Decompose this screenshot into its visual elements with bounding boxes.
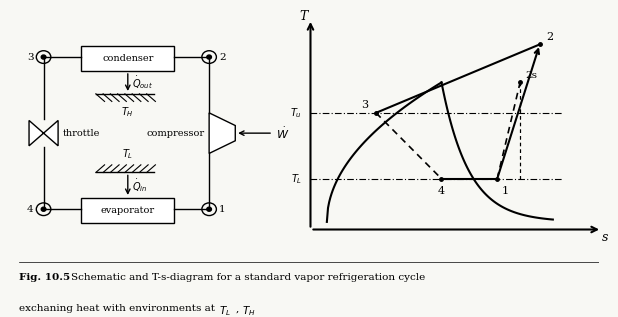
Circle shape	[207, 207, 211, 211]
Text: s: s	[602, 230, 609, 244]
FancyBboxPatch shape	[82, 198, 174, 223]
Circle shape	[41, 207, 46, 211]
Text: $T_H$: $T_H$	[242, 304, 256, 317]
Text: 3: 3	[27, 53, 34, 61]
Text: ,: ,	[236, 304, 243, 313]
Text: 1: 1	[219, 205, 226, 214]
Text: $T_L$: $T_L$	[219, 304, 231, 317]
Text: Schematic and T-s-diagram for a standard vapor refrigeration cycle: Schematic and T-s-diagram for a standard…	[71, 273, 425, 281]
Circle shape	[207, 55, 211, 59]
Text: compressor: compressor	[146, 129, 205, 138]
Text: condenser: condenser	[102, 54, 153, 63]
Text: 2: 2	[219, 53, 226, 61]
Text: Fig. 10.5: Fig. 10.5	[19, 273, 70, 281]
Text: 3: 3	[361, 100, 368, 110]
Text: $\dot{Q}_{out}$: $\dot{Q}_{out}$	[132, 74, 153, 91]
Polygon shape	[29, 120, 58, 146]
Text: 2s: 2s	[525, 71, 537, 80]
Polygon shape	[209, 113, 235, 153]
Text: $T_u$: $T_u$	[290, 106, 302, 120]
Text: 4: 4	[27, 205, 34, 214]
Text: $\dot{W}$: $\dot{W}$	[276, 126, 289, 141]
Text: $T_L$: $T_L$	[122, 147, 133, 161]
Text: $\dot{Q}_{in}$: $\dot{Q}_{in}$	[132, 177, 148, 194]
Text: T: T	[300, 10, 308, 23]
Text: evaporator: evaporator	[101, 206, 155, 215]
Text: 4: 4	[438, 186, 445, 197]
Text: 2: 2	[546, 32, 554, 42]
Text: $T_L$: $T_L$	[291, 172, 302, 186]
Circle shape	[41, 55, 46, 59]
FancyBboxPatch shape	[82, 46, 174, 71]
Text: 1: 1	[502, 186, 509, 197]
Text: throttle: throttle	[62, 129, 100, 138]
Text: exchaning heat with environments at: exchaning heat with environments at	[19, 304, 218, 313]
Text: $T_H$: $T_H$	[121, 105, 134, 119]
